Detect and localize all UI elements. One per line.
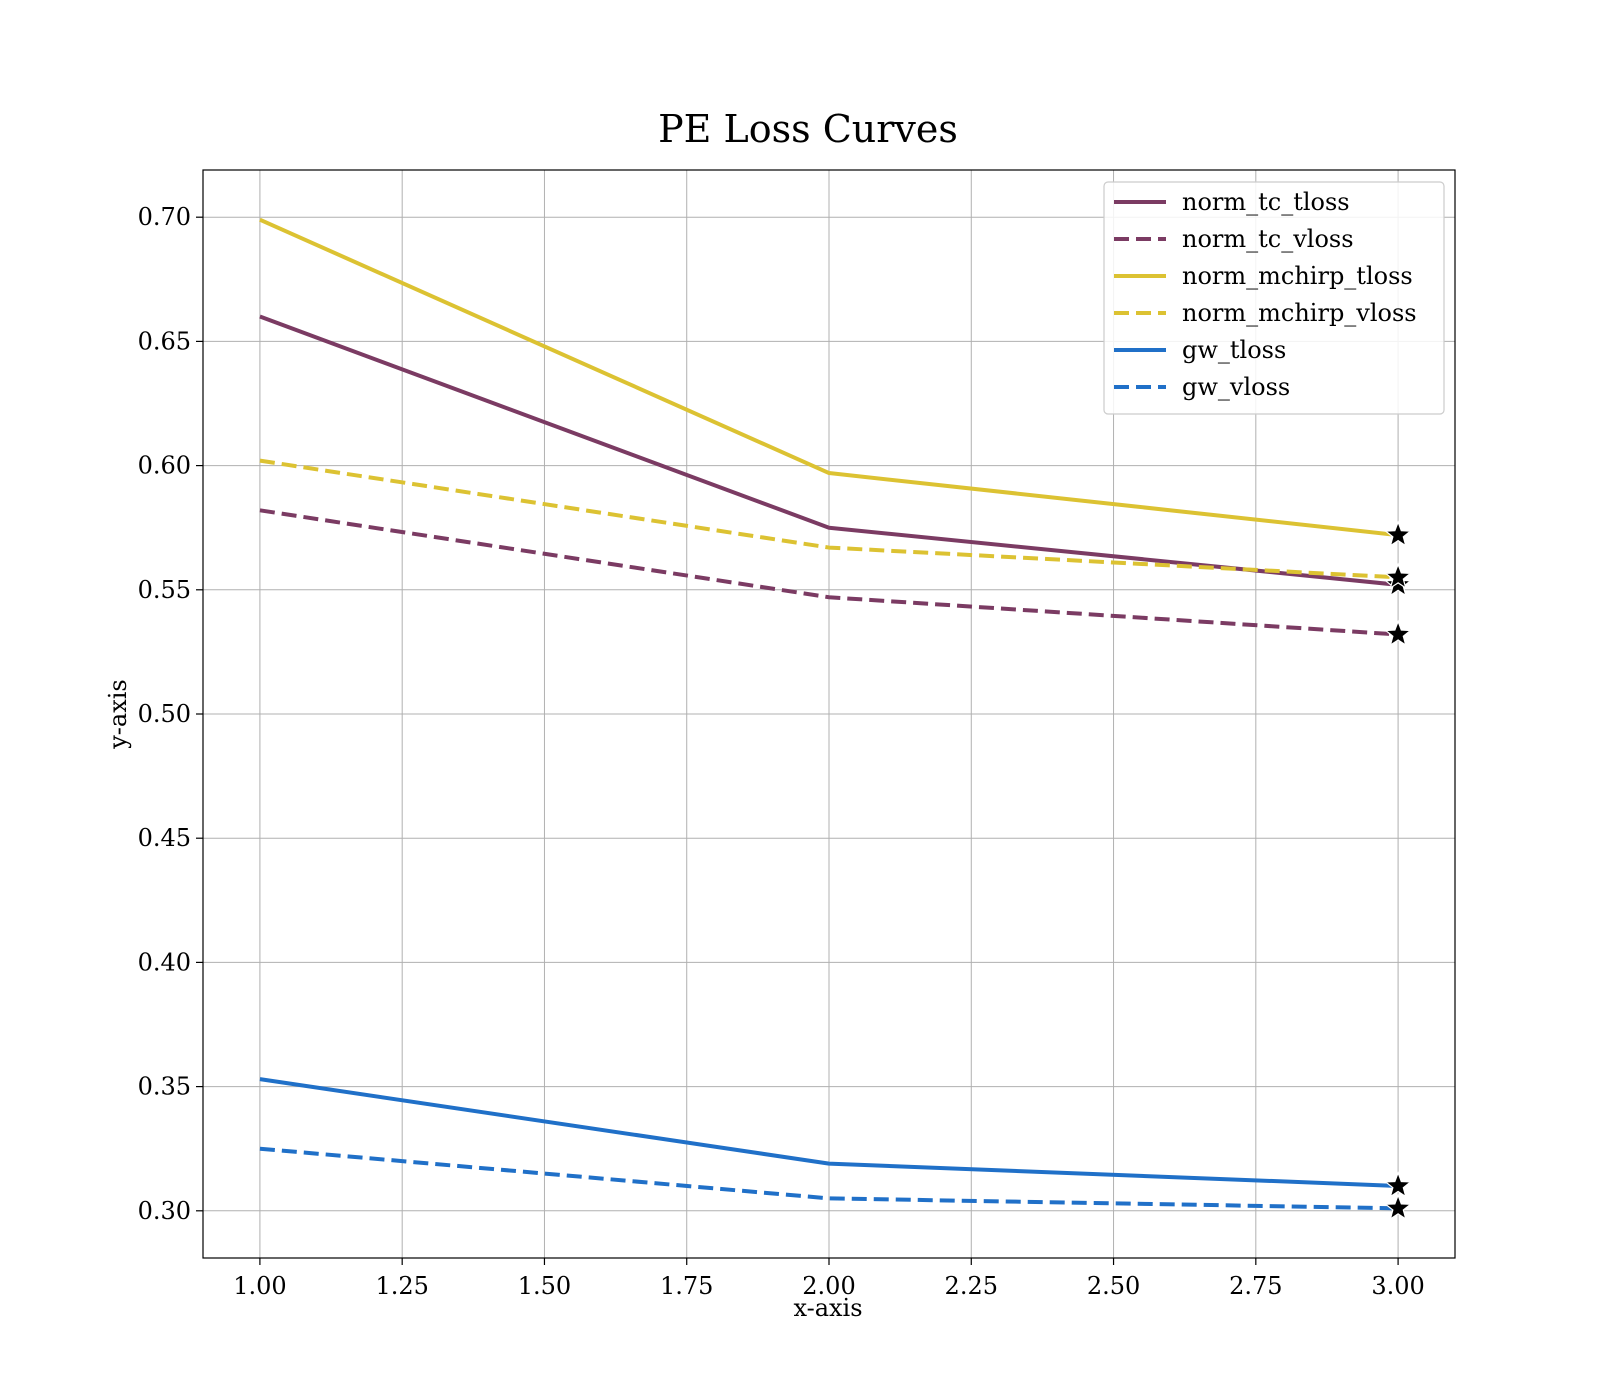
- legend-label-norm_mchirp_tloss: norm_mchirp_tloss: [1182, 262, 1413, 290]
- x-axis-label: x-axis: [793, 1294, 862, 1322]
- series-lines: [259, 217, 1399, 1211]
- end-star-marker-gw_tloss: [1384, 1171, 1413, 1198]
- legend-label-norm_tc_vloss: norm_tc_vloss: [1182, 225, 1354, 253]
- y-tick-label: 0.40: [138, 948, 191, 976]
- y-tick-label: 0.60: [138, 452, 191, 480]
- end-star-marker-norm_mchirp_vloss: [1384, 562, 1413, 590]
- end-markers: [1384, 520, 1413, 1221]
- x-tick-label: 2.25: [945, 1272, 998, 1300]
- x-tick-label: 2.50: [1087, 1272, 1140, 1300]
- legend-label-gw_tloss: gw_tloss: [1182, 336, 1286, 364]
- x-tick-label: 2.00: [802, 1272, 855, 1300]
- x-tick-label: 3.00: [1371, 1272, 1424, 1300]
- series-line-norm_mchirp_tloss: [259, 217, 1399, 538]
- series-line-gw_tloss: [259, 1077, 1399, 1188]
- y-tick-label: 0.50: [138, 700, 191, 728]
- axis-ticks: 1.00 1.25 1.50 1.75 2.00 2.25 2.50 2.75 3.00 0.30…: [138, 203, 1425, 1300]
- y-tick-label: 0.30: [138, 1197, 191, 1225]
- legend-label-norm_mchirp_vloss: norm_mchirp_vloss: [1182, 299, 1417, 327]
- y-tick-label: 0.55: [138, 576, 191, 604]
- series-line-norm_mchirp_vloss: [259, 458, 1399, 580]
- y-tick-label: 0.70: [138, 203, 191, 231]
- grid: [203, 170, 1455, 1258]
- y-axis-label: y-axis: [104, 679, 132, 750]
- end-star-marker-norm_tc_vloss: [1384, 619, 1413, 647]
- legend-label-norm_tc_tloss: norm_tc_tloss: [1182, 188, 1350, 216]
- x-tick-label: 1.00: [233, 1272, 286, 1300]
- legend: norm_tc_tloss norm_tc_vloss norm_mchirp_tl…: [1103, 181, 1445, 415]
- x-tick-label: 1.25: [375, 1272, 428, 1300]
- y-tick-label: 0.65: [138, 327, 191, 355]
- x-tick-label: 2.75: [1229, 1272, 1282, 1300]
- legend-box: [1103, 181, 1445, 415]
- y-tick-label: 0.45: [138, 824, 191, 852]
- series-line-norm_tc_vloss: [259, 508, 1399, 637]
- y-tick-label: 0.35: [138, 1073, 191, 1101]
- x-tick-label: 1.50: [518, 1272, 571, 1300]
- x-tick-label: 1.75: [660, 1272, 713, 1300]
- legend-label-gw_vloss: gw_vloss: [1182, 373, 1290, 401]
- end-star-marker-norm_mchirp_tloss: [1384, 520, 1413, 548]
- end-star-marker-gw_vloss: [1384, 1193, 1413, 1221]
- series-line-gw_vloss: [259, 1146, 1399, 1211]
- chart-title: PE Loss Curves: [658, 107, 958, 151]
